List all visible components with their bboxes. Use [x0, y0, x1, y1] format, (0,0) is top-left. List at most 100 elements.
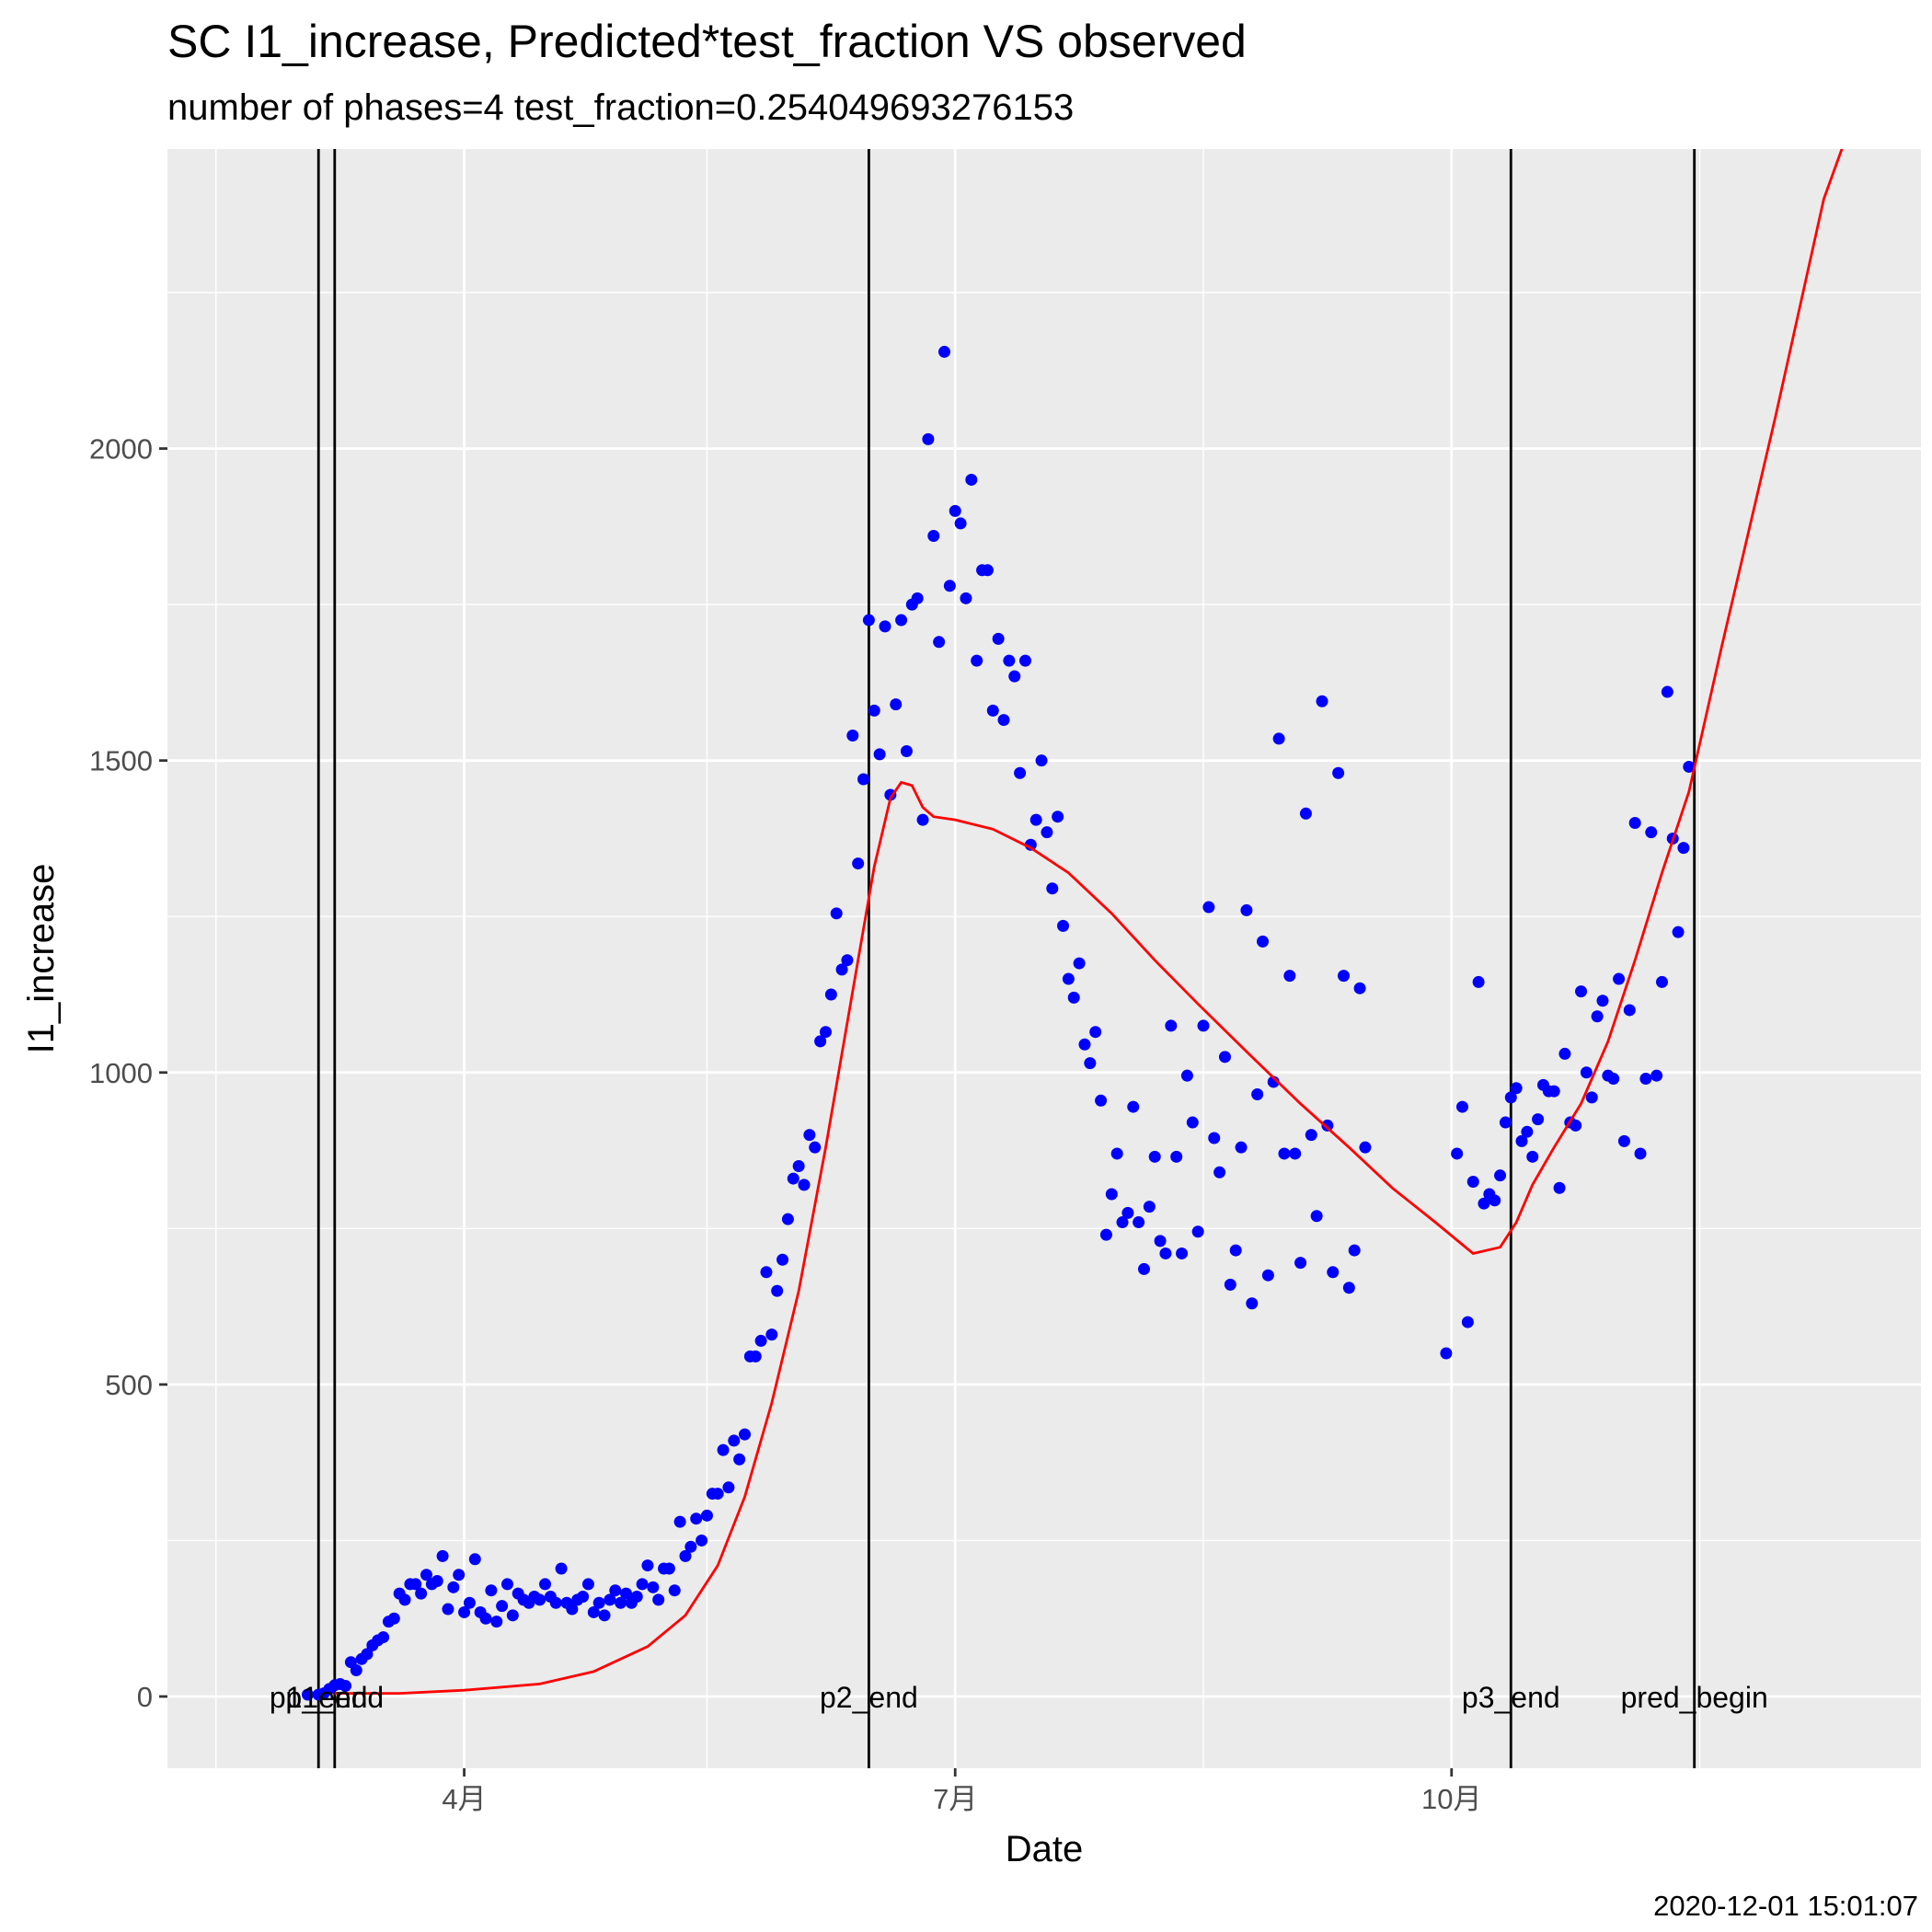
- observed-point: [1246, 1297, 1259, 1310]
- observed-point: [500, 1578, 513, 1591]
- observed-point: [1672, 926, 1685, 938]
- observed-point: [1580, 1066, 1593, 1079]
- observed-point: [1650, 1069, 1663, 1082]
- observed-point: [868, 704, 880, 717]
- observed-point: [581, 1578, 594, 1591]
- observed-point: [1558, 1047, 1571, 1060]
- chart-title: SC I1_increase, Predicted*test_fraction …: [167, 16, 1247, 67]
- observed-point: [1235, 1141, 1248, 1154]
- observed-point: [690, 1512, 703, 1525]
- observed-point: [895, 614, 908, 627]
- observed-point: [479, 1612, 492, 1625]
- observed-point: [1186, 1116, 1199, 1129]
- observed-point: [803, 1129, 816, 1142]
- observed-point: [592, 1596, 605, 1609]
- observed-point: [862, 614, 875, 627]
- observed-point: [1272, 732, 1285, 745]
- observed-point: [809, 1141, 822, 1154]
- observed-point: [835, 963, 848, 976]
- phase-lines: [316, 149, 1696, 1768]
- observed-point: [577, 1590, 590, 1603]
- observed-point: [965, 473, 978, 486]
- observed-point: [615, 1596, 627, 1609]
- observed-point: [1110, 1147, 1123, 1160]
- observed-point: [1591, 1010, 1604, 1023]
- observed-point: [771, 1284, 784, 1297]
- observed-point: [1337, 970, 1350, 983]
- observed-point: [1451, 1147, 1464, 1160]
- observed-point: [933, 636, 946, 649]
- observed-point: [361, 1648, 374, 1661]
- observed-point: [1310, 1210, 1323, 1223]
- observed-point: [846, 730, 859, 742]
- observed-point: [1327, 1266, 1340, 1279]
- observed-point: [986, 704, 999, 717]
- observed-point: [916, 813, 929, 826]
- phase-label: p1_end: [285, 1681, 384, 1714]
- observed-point: [647, 1581, 660, 1593]
- observed-point: [496, 1600, 509, 1613]
- observed-point: [1585, 1091, 1598, 1104]
- observed-point: [992, 632, 1005, 645]
- observed-point: [1018, 654, 1031, 667]
- observed-point: [873, 748, 886, 761]
- observed-point: [814, 1035, 827, 1048]
- observed-point: [792, 1160, 805, 1173]
- observed-point: [1677, 842, 1690, 855]
- observed-point: [1224, 1278, 1236, 1291]
- observed-point: [1342, 1282, 1355, 1294]
- observed-point: [490, 1616, 503, 1628]
- observed-point: [398, 1593, 411, 1606]
- x-tick-label: 7月: [933, 1783, 977, 1815]
- observed-point: [609, 1584, 622, 1597]
- observed-point: [1197, 1019, 1210, 1032]
- observed-point: [1617, 1134, 1630, 1147]
- observed-point: [760, 1266, 773, 1279]
- observed-point: [911, 592, 924, 604]
- observed-point: [1105, 1188, 1118, 1201]
- observed-point: [1547, 1085, 1560, 1098]
- observed-point: [852, 857, 865, 870]
- observed-point: [1029, 813, 1042, 826]
- observed-point: [1041, 826, 1053, 839]
- observed-point: [1504, 1091, 1517, 1104]
- y-tick-label: 0: [137, 1681, 153, 1713]
- observed-point: [787, 1172, 799, 1185]
- data-layer: [301, 149, 1844, 1701]
- observed-point: [587, 1605, 600, 1618]
- observed-point: [1570, 1119, 1582, 1132]
- observed-point: [900, 744, 913, 757]
- x-tick-label: 10月: [1421, 1783, 1481, 1815]
- chart-caption: 2020-12-01 15:01:07: [1653, 1890, 1918, 1922]
- observed-point: [641, 1559, 654, 1572]
- observed-point: [776, 1253, 789, 1266]
- observed-point: [798, 1179, 811, 1191]
- observed-point: [1332, 766, 1345, 779]
- phase-label: p1_end: [270, 1681, 368, 1714]
- observed-point: [1299, 807, 1312, 820]
- observed-point: [1213, 1166, 1226, 1179]
- observed-point: [1208, 1132, 1221, 1144]
- observed-point: [1165, 1019, 1178, 1032]
- observed-point: [1575, 985, 1588, 998]
- observed-point: [453, 1569, 466, 1581]
- observed-point: [463, 1596, 476, 1609]
- observed-point: [700, 1509, 713, 1522]
- observed-point: [1305, 1129, 1317, 1142]
- observed-point: [1073, 957, 1086, 970]
- observed-point: [1170, 1150, 1183, 1163]
- observed-point: [819, 1026, 832, 1039]
- observed-point: [1353, 982, 1366, 995]
- observed-point: [662, 1562, 675, 1575]
- observed-point: [1645, 826, 1658, 839]
- observed-point: [1218, 1051, 1231, 1064]
- axes: 0 500 1000 1500 2000 4月 7月 10月: [89, 433, 1481, 1815]
- observed-point: [1316, 695, 1328, 707]
- observed-point: [1240, 903, 1253, 916]
- observed-point: [1154, 1235, 1167, 1248]
- observed-point: [927, 530, 940, 543]
- observed-point: [1628, 816, 1641, 829]
- observed-point: [1456, 1100, 1469, 1113]
- observed-point: [566, 1603, 579, 1616]
- observed-point: [436, 1549, 449, 1562]
